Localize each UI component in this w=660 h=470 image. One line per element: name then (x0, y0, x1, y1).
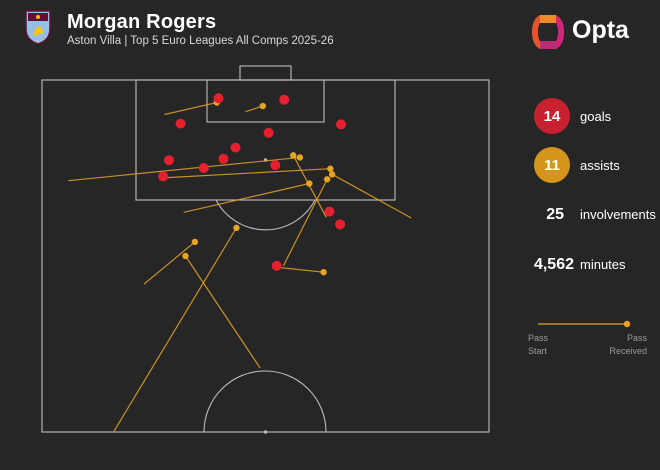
goal-shot-9 (198, 163, 209, 173)
goal-shot-5 (263, 127, 274, 138)
assist-pass-received-marker (296, 154, 304, 161)
assist-pass-received-marker (328, 171, 336, 178)
assists-label: assists (580, 158, 620, 173)
assist-pass-received-marker (306, 180, 313, 187)
goal-shot-4 (336, 119, 347, 130)
goal-shot-12 (324, 206, 335, 217)
goals-count: 14 (543, 107, 561, 125)
centre-circle (203, 370, 327, 433)
goal-shot-7 (163, 155, 174, 166)
opta-logo-icon (532, 15, 564, 49)
legend-pass-start-line2: Start (528, 346, 548, 356)
assist-pass-line (184, 255, 261, 369)
goal-shot-8 (218, 153, 229, 164)
assist-pass-8 (282, 176, 331, 267)
goal-shot-1 (213, 93, 224, 104)
assist-pass-received-marker (191, 238, 199, 246)
legend-pass (538, 320, 631, 328)
assist-pass-line (163, 168, 331, 179)
assist-pass-received-marker (327, 165, 334, 172)
goals-count-badge: 14 (534, 98, 570, 134)
assist-pass-received-marker (259, 102, 267, 110)
assist-pass-line (183, 182, 310, 213)
minutes-label: minutes (580, 257, 626, 272)
assist-pass-10 (182, 252, 261, 369)
assist-pass-line (331, 173, 412, 219)
assist-passes (68, 99, 412, 432)
goals-label: goals (580, 109, 612, 124)
assist-pass-7 (183, 180, 313, 213)
assist-pass-received-marker (233, 224, 240, 232)
goal-shot-2 (279, 94, 290, 105)
chart-title: Morgan Rogers (67, 11, 217, 33)
legend-pass-received-marker (623, 320, 631, 328)
assist-pass-line (143, 241, 196, 285)
penalty-arc (215, 199, 316, 231)
assist-pass-received-marker (290, 152, 297, 159)
pitch-markings (41, 65, 490, 434)
goal-shot-6 (230, 142, 241, 153)
assist-pass-received-marker (320, 268, 327, 276)
legend-pass-received-line1: Pass (626, 333, 647, 343)
assist-pass-11 (113, 224, 240, 432)
assists-count: 11 (544, 156, 560, 174)
goal-shots (158, 93, 347, 271)
legend-pass-start-line1: Pass (528, 333, 549, 343)
assist-pass-line (282, 178, 328, 267)
assist-pass-2 (245, 102, 267, 113)
penalty-area (135, 79, 396, 201)
opta-wordmark: Opta (572, 16, 629, 44)
aston-villa-crest-icon (25, 10, 51, 45)
goal-shot-13 (335, 219, 346, 230)
goal (239, 65, 292, 81)
assist-pass-line (68, 156, 300, 182)
assist-pass-received-marker (323, 176, 331, 183)
assist-pass-1 (164, 99, 220, 116)
goal-shot-14 (271, 260, 282, 271)
goal-shot-11 (158, 171, 169, 182)
goal-shot-3 (175, 118, 186, 129)
assist-pass-3 (68, 154, 304, 182)
assist-pass-4 (163, 165, 334, 179)
centre-spot (263, 430, 268, 434)
assist-pass-line (276, 266, 324, 273)
assists-count-badge: 11 (534, 147, 570, 183)
involvements-label: involvements (580, 207, 656, 222)
chart-subtitle: Aston Villa | Top 5 Euro Leagues All Com… (67, 35, 334, 47)
assist-pass-line (113, 227, 237, 432)
assist-pass-9 (143, 238, 199, 285)
assist-pass-line (164, 101, 217, 116)
legend-pass-start-label: Pass Start (528, 332, 548, 358)
assist-pass-12 (276, 266, 327, 276)
legend-pass-received-line2: Received (609, 346, 647, 356)
assist-pass-received-marker (182, 252, 189, 260)
six-yard-box (206, 79, 325, 123)
minutes-count: 4,562 (533, 256, 574, 273)
involvements-count: 25 (546, 206, 564, 223)
assist-pass-6 (328, 171, 412, 219)
goal-shot-10 (270, 160, 281, 171)
legend-pass-received-label: Pass Received (605, 332, 647, 358)
